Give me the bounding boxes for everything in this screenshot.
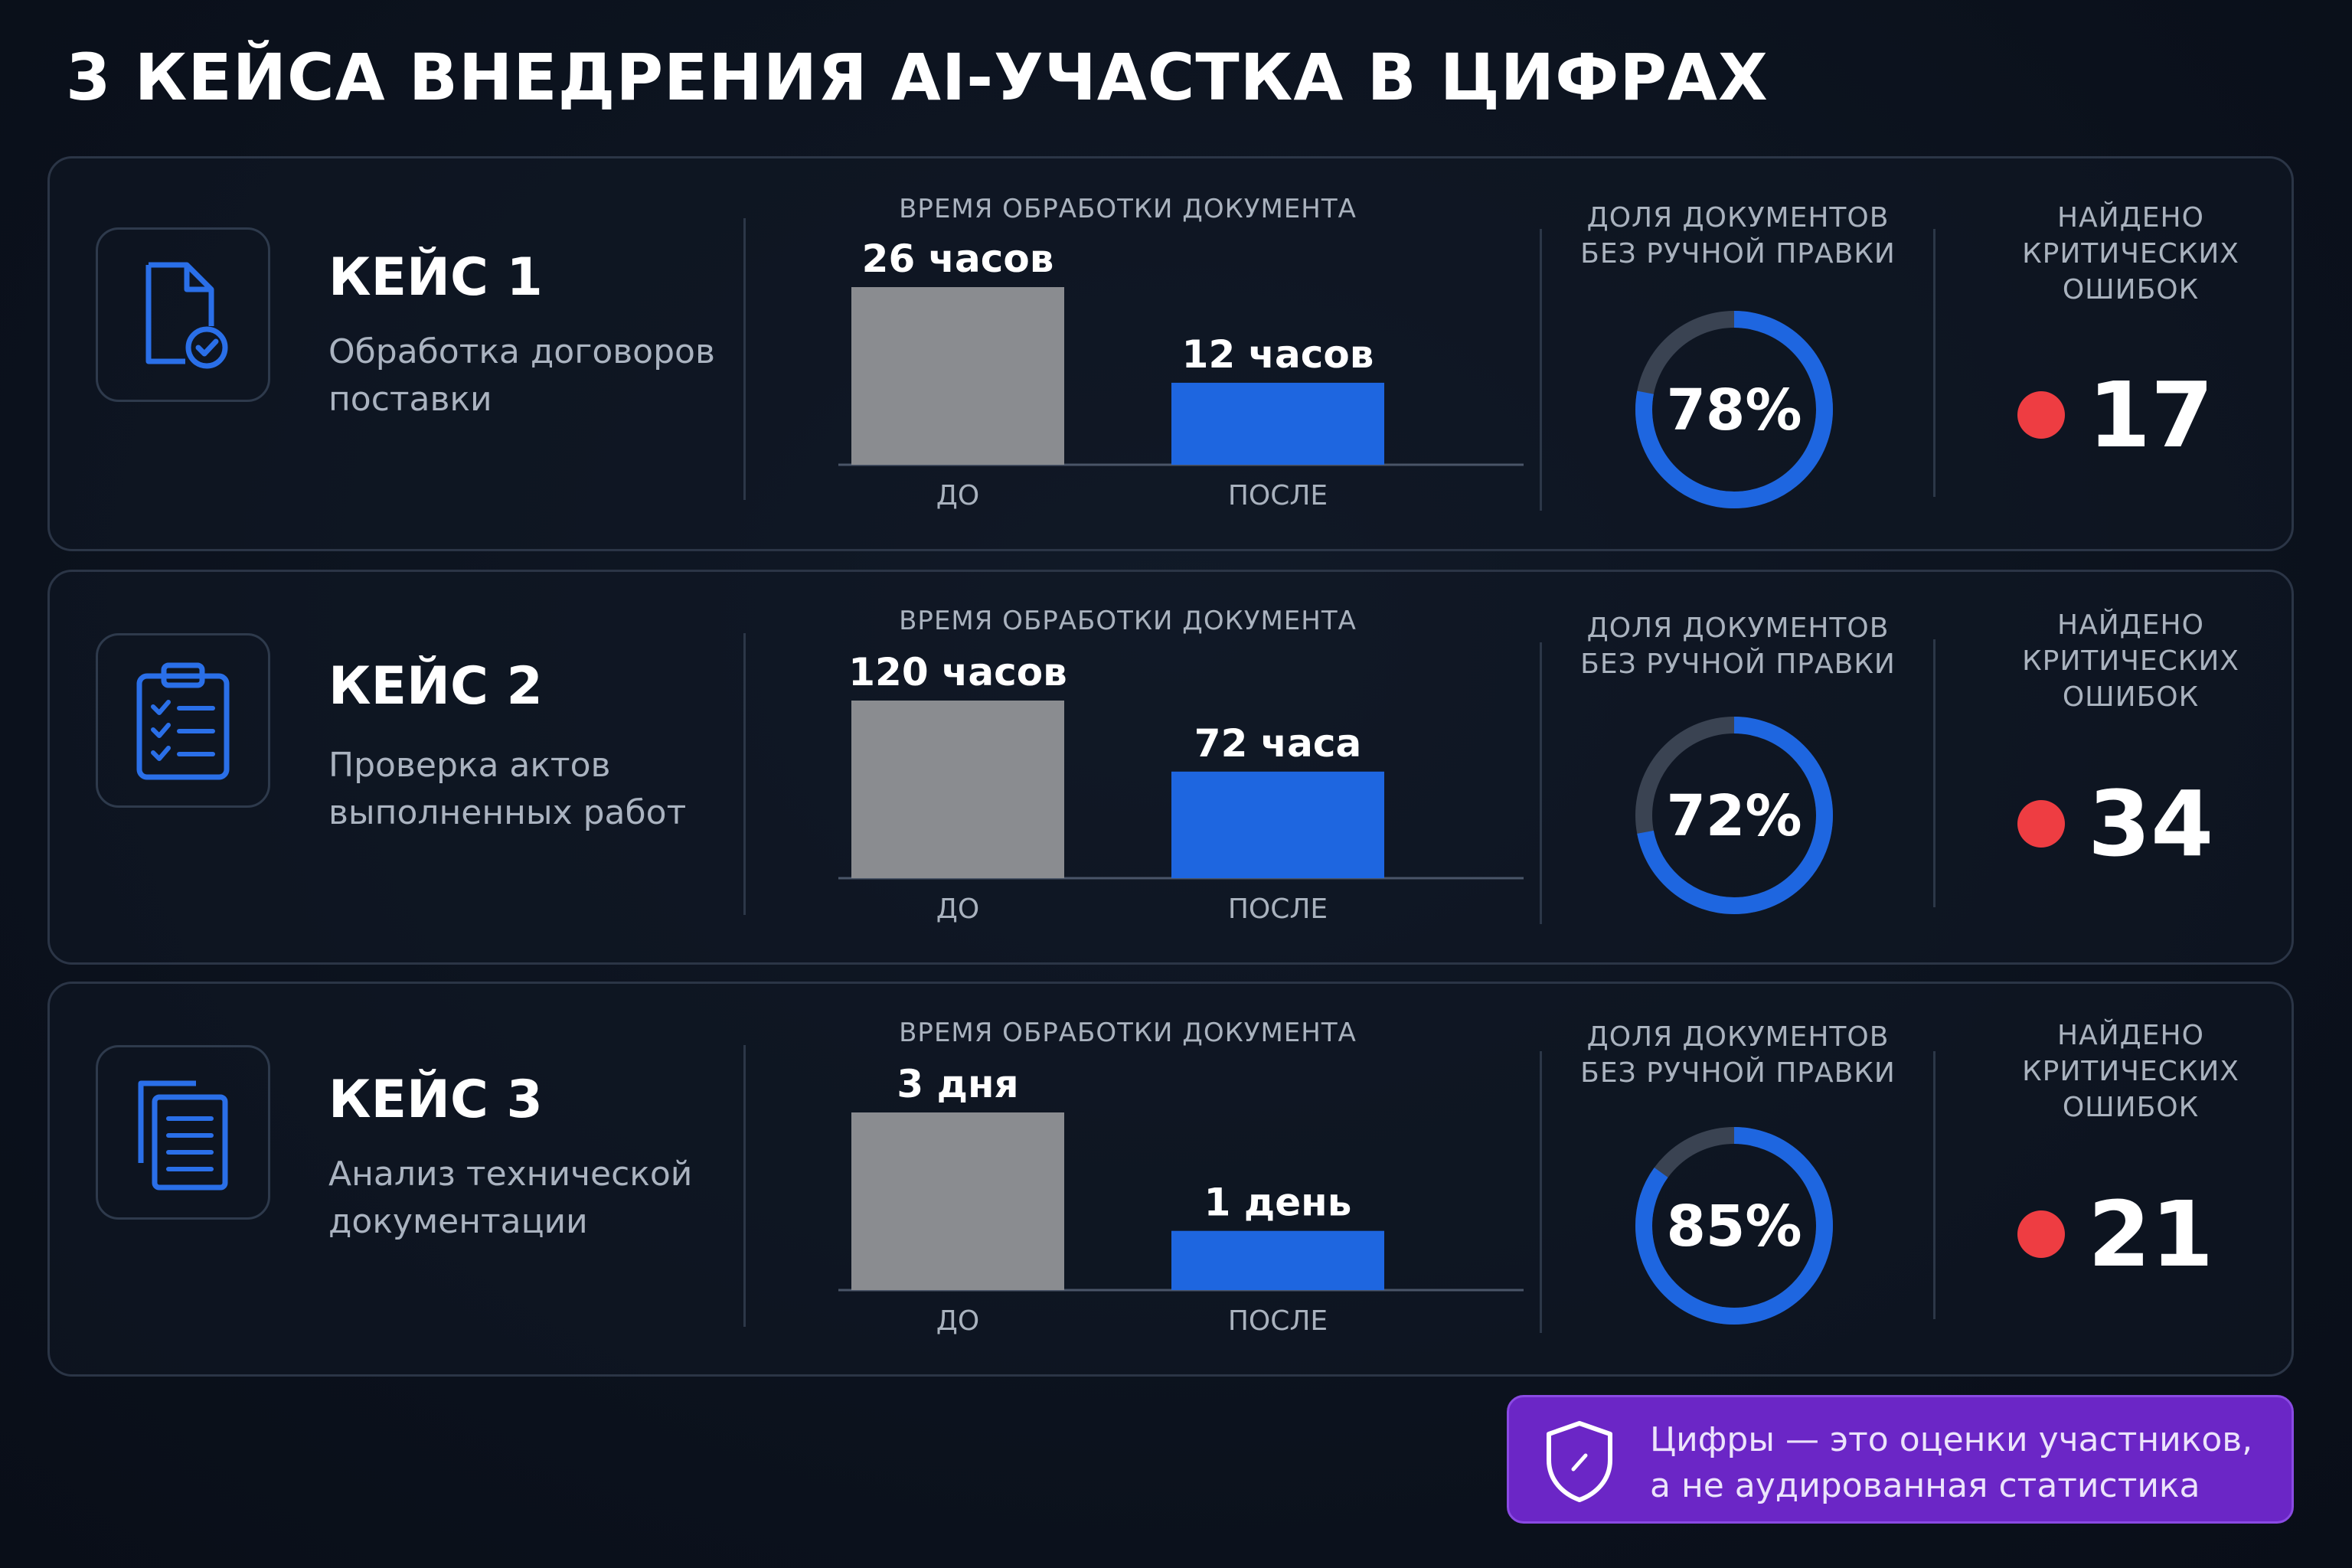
divider <box>1540 642 1542 924</box>
bar-category-label: ДО <box>936 1305 979 1337</box>
case-icon-box <box>96 633 270 808</box>
donut-chart: 78% <box>1635 311 1833 508</box>
bar-data-label: 72 часа <box>1194 721 1361 766</box>
case-icon-box <box>96 227 270 402</box>
bar-category-label: ДО <box>936 893 979 925</box>
errors-count: 21 <box>2088 1181 2214 1287</box>
shield-icon <box>1547 1421 1612 1502</box>
errors-value: 17 <box>2017 365 2213 465</box>
bar-before <box>851 287 1064 465</box>
case-description: Анализ технической документации <box>328 1155 693 1241</box>
case-title: КЕЙС 1 <box>328 247 543 308</box>
divider <box>1933 639 1936 907</box>
bar-data-label: 12 часов <box>1182 332 1374 377</box>
document-check-icon <box>145 262 228 369</box>
case-title: КЕЙС 2 <box>328 656 543 717</box>
errors-value: 21 <box>2017 1184 2213 1284</box>
donut-title: ДОЛЯ ДОКУМЕНТОВ БЕЗ РУЧНОЙ ПРАВКИ <box>1580 612 1896 680</box>
bar-chart-title: ВРЕМЯ ОБРАБОТКИ ДОКУМЕНТА <box>899 606 1357 636</box>
bar-category-label: ДО <box>936 480 979 511</box>
donut-chart: 85% <box>1635 1127 1833 1325</box>
divider <box>1933 1051 1936 1319</box>
case-title: КЕЙС 3 <box>328 1070 543 1130</box>
errors-title: НАЙДЕНО КРИТИЧЕСКИХ ОШИБОК <box>2022 609 2239 713</box>
donut-fill-arc <box>1635 311 1833 508</box>
case-icon-box <box>96 1045 270 1220</box>
bar-after <box>1171 1230 1384 1290</box>
divider <box>1540 229 1542 511</box>
bar-data-label: 3 дня <box>897 1062 1018 1106</box>
error-dot-icon <box>2017 391 2065 439</box>
documents-stack-icon <box>138 1080 228 1191</box>
bar-category-label: ПОСЛЕ <box>1228 480 1328 511</box>
bar-category-label: ПОСЛЕ <box>1228 893 1328 925</box>
divider <box>743 633 746 915</box>
donut-value-label: 72% <box>1666 783 1802 849</box>
bar-before <box>851 1112 1064 1290</box>
divider <box>1540 1051 1542 1333</box>
errors-value: 34 <box>2017 774 2213 874</box>
bar-data-label: 120 часов <box>848 650 1067 694</box>
disclaimer-text: Цифры — это оценки участников, а не ауди… <box>1650 1420 2253 1505</box>
donut-title: ДОЛЯ ДОКУМЕНТОВ БЕЗ РУЧНОЙ ПРАВКИ <box>1580 202 1896 270</box>
donut-chart: 72% <box>1635 717 1833 914</box>
divider <box>1933 229 1936 497</box>
donut-fill-arc <box>1635 1127 1833 1325</box>
disclaimer-note: Цифры — это оценки участников, а не ауди… <box>1507 1395 2294 1524</box>
bar-data-label: 26 часов <box>862 237 1054 281</box>
page-title: 3 КЕЙСА ВНЕДРЕНИЯ AI-УЧАСТКА В ЦИФРАХ <box>66 40 1769 115</box>
clipboard-checklist-icon <box>136 662 230 780</box>
case-description: Проверка актов выполненных работ <box>328 746 687 832</box>
error-dot-icon <box>2017 1210 2065 1258</box>
bar-chart-title: ВРЕМЯ ОБРАБОТКИ ДОКУМЕНТА <box>899 194 1357 224</box>
errors-title: НАЙДЕНО КРИТИЧЕСКИХ ОШИБОК <box>2022 1020 2239 1123</box>
divider <box>743 1045 746 1327</box>
errors-title: НАЙДЕНО КРИТИЧЕСКИХ ОШИБОК <box>2022 202 2239 305</box>
bar-chart: 26 часов ДО 12 часов ПОСЛЕ <box>838 237 1524 511</box>
case-card-3: КЕЙС 3 Анализ технической документации В… <box>47 982 2294 1377</box>
case-card-1: КЕЙС 1 Обработка договоров поставки ВРЕМ… <box>47 156 2294 551</box>
donut-value-label: 85% <box>1666 1194 1802 1259</box>
bar-chart-title: ВРЕМЯ ОБРАБОТКИ ДОКУМЕНТА <box>899 1018 1357 1048</box>
errors-count: 34 <box>2088 771 2214 877</box>
bar-chart: 3 дня ДО 1 день ПОСЛЕ <box>838 1062 1524 1337</box>
divider <box>743 218 746 500</box>
bar-category-label: ПОСЛЕ <box>1228 1305 1328 1337</box>
donut-fill-arc <box>1635 717 1833 914</box>
donut-value-label: 78% <box>1666 377 1802 443</box>
bar-before <box>851 701 1064 878</box>
case-description: Обработка договоров поставки <box>328 332 715 419</box>
case-card-2: КЕЙС 2 Проверка актов выполненных работ … <box>47 570 2294 965</box>
errors-count: 17 <box>2088 362 2214 468</box>
bar-after <box>1171 771 1384 878</box>
bar-chart: 120 часов ДО 72 часа ПОСЛЕ <box>838 650 1524 925</box>
bar-data-label: 1 день <box>1204 1181 1352 1225</box>
bar-after <box>1171 382 1384 465</box>
donut-title: ДОЛЯ ДОКУМЕНТОВ БЕЗ РУЧНОЙ ПРАВКИ <box>1580 1021 1896 1089</box>
error-dot-icon <box>2017 800 2065 848</box>
